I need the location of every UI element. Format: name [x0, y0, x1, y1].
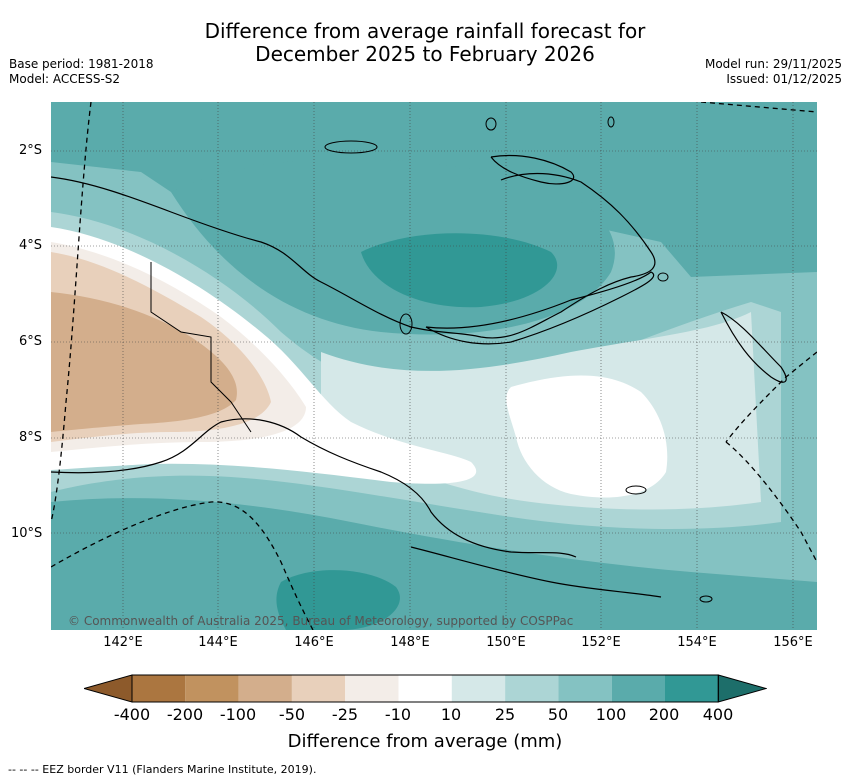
copyright-text: © Commonwealth of Australia 2025, Bureau… [68, 614, 574, 628]
colorbar-swatch-8 [505, 675, 559, 702]
colorbar-tick-label: -50 [278, 705, 306, 724]
colorbar-arrow-below [84, 674, 133, 703]
colorbar-title: Difference from average (mm) [287, 731, 563, 752]
map-title: Difference from average rainfall forecas… [0, 20, 850, 66]
eez-borders [51, 102, 817, 630]
colorbar-swatch-11 [665, 675, 719, 702]
zone-wet-south [51, 498, 817, 630]
model-run-text: Model run: 29/11/2025 [704, 57, 842, 71]
issued-text: Issued: 01/12/2025 [726, 72, 842, 86]
colorbar [84, 674, 767, 703]
colorbar-swatch-9 [558, 675, 612, 702]
colorbar-swatch-7 [451, 675, 506, 702]
lat-label-2s: 2°S [19, 143, 43, 158]
graticule [51, 102, 817, 630]
coast-new-britain [425, 271, 655, 345]
colorbar-tick-label: 50 [547, 705, 569, 724]
zone-neutral-east [506, 375, 668, 498]
colorbar-swatch-4 [291, 675, 346, 702]
colorbar-tick-label: -10 [384, 705, 412, 724]
colorbar-tick-label: -400 [113, 705, 151, 724]
eez-footnote: -- -- -- EEZ border V11 (Flanders Marine… [8, 763, 317, 776]
colorbar-arrow-above [717, 674, 767, 703]
model-text: Model: ACCESS-S2 [9, 72, 121, 86]
colorbar-swatch-1 [132, 675, 186, 702]
coast-manus [490, 154, 575, 185]
lon-label-142e: 142°E [103, 635, 143, 650]
lon-label-144e: 144°E [198, 635, 238, 650]
zone-drier [51, 292, 237, 432]
coast-bougainville [720, 311, 787, 383]
meta-right: Model run: 29/11/2025 Issued: 01/12/2025 [705, 57, 842, 87]
map-svg [51, 102, 817, 630]
zone-wetter-south [276, 570, 400, 630]
colorbar-tick-label: -100 [219, 705, 257, 724]
colorbar-swatch-6 [398, 675, 452, 702]
islands [324, 116, 713, 603]
lat-label-6s: 6°S [19, 334, 43, 349]
base-period-text: Base period: 1981-2018 [9, 57, 154, 71]
colorbar-swatch-2 [185, 675, 239, 702]
lon-label-152e: 152°E [581, 635, 621, 650]
rainfall-anomaly-map [51, 102, 817, 630]
lat-label-4s: 4°S [19, 238, 43, 253]
coast-papuan-tip [410, 546, 662, 598]
lon-label-156e: 156°E [773, 635, 813, 650]
lon-label-150e: 150°E [486, 635, 526, 650]
colorbar-tick-label: 10 [440, 705, 462, 724]
colorbar-tick-label: 25 [494, 705, 516, 724]
lat-label-10s: 10°S [11, 526, 43, 541]
title-line-1: Difference from average rainfall forecas… [204, 19, 646, 43]
title-line-2: December 2025 to February 2026 [255, 42, 595, 66]
lon-label-148e: 148°E [390, 635, 430, 650]
colorbar-swatch-3 [238, 675, 292, 702]
colorbar-tick-label: 400 [702, 705, 734, 724]
meta-left: Base period: 1981-2018 Model: ACCESS-S2 [9, 57, 154, 87]
coast-new-guinea-south [51, 418, 577, 558]
colorbar-tick-label: 100 [595, 705, 627, 724]
colorbar-swatch-10 [611, 675, 665, 702]
colorbar-tick-label: -200 [166, 705, 204, 724]
colorbar-frame [131, 674, 719, 703]
lat-label-8s: 8°S [19, 430, 43, 445]
border-png-indonesia [150, 262, 252, 433]
lon-label-154e: 154°E [677, 635, 717, 650]
colorbar-tick-label: -25 [331, 705, 359, 724]
colorbar-swatch-5 [345, 675, 399, 702]
coastlines [51, 154, 787, 598]
coast-new-guinea-north [51, 172, 656, 339]
lon-label-146e: 146°E [294, 635, 334, 650]
colorbar-tick-label: 200 [648, 705, 680, 724]
